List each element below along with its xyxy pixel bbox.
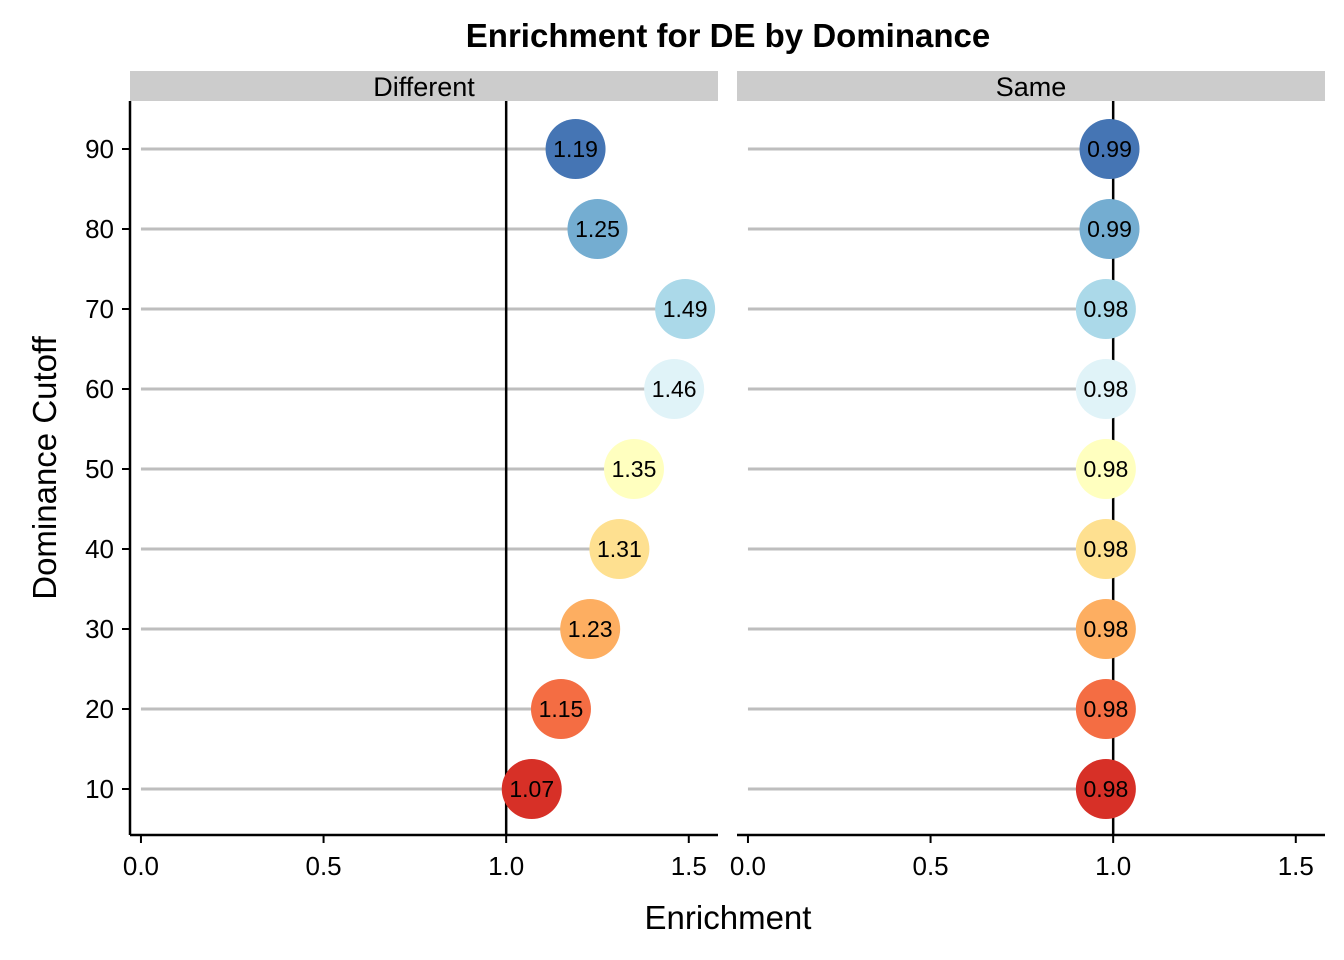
- data-label: 0.98: [1083, 456, 1128, 482]
- data-label: 1.25: [575, 216, 620, 242]
- x-tick-label: 1.0: [488, 851, 524, 881]
- facet-strip: [130, 71, 718, 101]
- x-tick-label: 0.5: [912, 851, 948, 881]
- data-label: 0.98: [1083, 376, 1128, 402]
- panel-same: Same 0.98 0.98 0.98 0.98 0.98 0.98 0.98 0.99 0.99…: [730, 71, 1325, 881]
- y-axis-title: Dominance Cutoff: [26, 335, 63, 599]
- data-point: [1079, 119, 1140, 179]
- x-axis-title: Enrichment: [645, 899, 812, 936]
- panels: Different 1.07 1.15 1.23 1.31 1.35 1.46 1.49 1.2…: [85, 71, 1325, 881]
- facet-strip-label: Same: [996, 72, 1067, 102]
- data-label: 0.99: [1087, 136, 1132, 162]
- data-point: [567, 199, 628, 259]
- y-tick-label: 20: [85, 694, 114, 724]
- x-tick-label: 0.0: [123, 851, 159, 881]
- data-label: 0.98: [1083, 696, 1128, 722]
- data-point: [604, 439, 664, 499]
- chart-title: Enrichment for DE by Dominance: [466, 17, 990, 54]
- data-point: [655, 279, 716, 339]
- data-label: 1.49: [663, 296, 708, 322]
- y-tick-label: 80: [85, 214, 114, 244]
- y-tick-label: 50: [85, 454, 114, 484]
- data-point: [1079, 199, 1140, 259]
- data-label: 0.98: [1083, 616, 1128, 642]
- data-point: [560, 599, 621, 659]
- data-label: 1.35: [612, 456, 657, 482]
- x-tick-label: 0.5: [305, 851, 341, 881]
- x-tick-label: 1.5: [671, 851, 707, 881]
- data-point: [644, 359, 705, 419]
- x-tick-label: 1.5: [1278, 851, 1314, 881]
- data-point: [530, 679, 591, 739]
- data-point: [1075, 359, 1136, 419]
- y-tick-label: 10: [85, 774, 114, 804]
- data-point: [545, 119, 606, 179]
- panel-different: Different 1.07 1.15 1.23 1.31 1.35 1.46 1.49 1.2…: [85, 71, 718, 881]
- data-label: 1.19: [553, 136, 598, 162]
- data-label: 0.98: [1083, 536, 1128, 562]
- data-point: [1075, 279, 1136, 339]
- x-tick-label: 0.0: [730, 851, 766, 881]
- data-point: [1075, 599, 1136, 659]
- data-point: [1075, 759, 1136, 819]
- data-label: 0.98: [1083, 776, 1128, 802]
- facet-strip-label: Different: [373, 72, 475, 102]
- data-point: [1075, 519, 1136, 579]
- data-point: [1075, 439, 1136, 499]
- data-point: [1075, 679, 1136, 739]
- data-label: 1.15: [539, 696, 584, 722]
- data-label: 0.99: [1087, 216, 1132, 242]
- y-tick-label: 60: [85, 374, 114, 404]
- y-tick-label: 40: [85, 534, 114, 564]
- y-tick-label: 70: [85, 294, 114, 324]
- data-label: 1.46: [652, 376, 697, 402]
- data-point: [501, 759, 562, 819]
- data-label: 1.31: [597, 536, 642, 562]
- facet-strip: [737, 71, 1325, 101]
- data-point: [589, 519, 650, 579]
- data-label: 0.98: [1083, 296, 1128, 322]
- x-tick-label: 1.0: [1095, 851, 1131, 881]
- y-tick-label: 90: [85, 134, 114, 164]
- data-label: 1.07: [509, 776, 554, 802]
- data-label: 1.23: [568, 616, 613, 642]
- y-tick-label: 30: [85, 614, 114, 644]
